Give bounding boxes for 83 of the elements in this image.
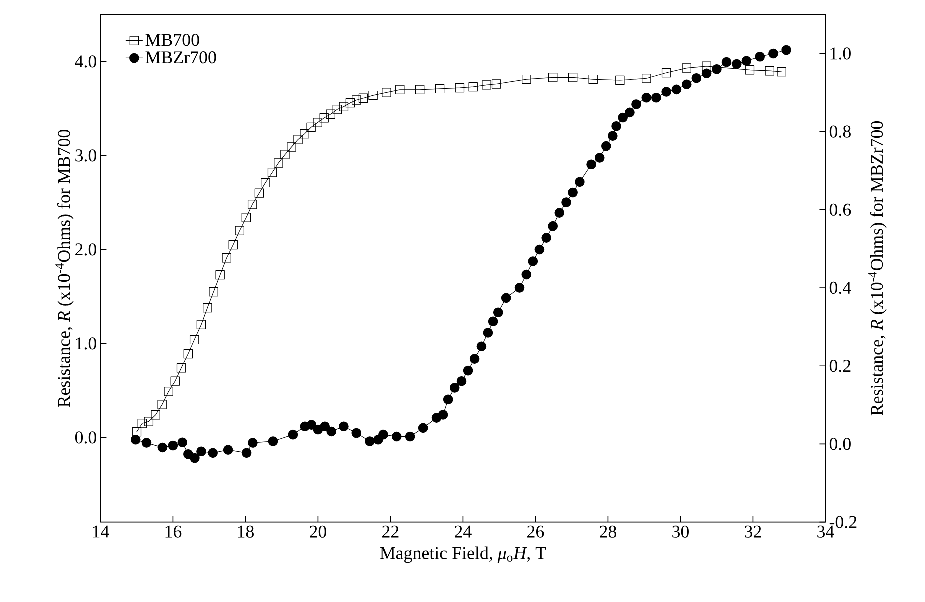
point <box>254 188 264 198</box>
point <box>326 110 336 119</box>
point <box>313 118 322 128</box>
legend-label: MBZr700 <box>146 52 216 64</box>
point <box>662 68 672 78</box>
point <box>382 88 392 98</box>
y-tick-label: 0.0 <box>75 432 96 444</box>
point <box>396 85 405 94</box>
point <box>522 74 532 84</box>
x-tick-label: 26 <box>528 526 544 538</box>
point <box>235 226 245 236</box>
point <box>190 335 200 345</box>
x-tick-label: 16 <box>166 526 182 538</box>
point <box>745 66 755 75</box>
y2-tick-label: 0.6 <box>830 204 852 216</box>
x-tick-label: 24 <box>455 526 472 538</box>
y2-tick-label: 0.8 <box>830 126 851 138</box>
point <box>170 376 180 386</box>
x-tick-label: 18 <box>238 526 254 538</box>
point <box>196 320 206 330</box>
point <box>482 80 492 90</box>
y-tick-label: 2.0 <box>76 244 96 256</box>
point <box>352 96 362 105</box>
point <box>320 114 329 123</box>
point <box>176 364 186 373</box>
y-tick-label: 3.0 <box>76 150 96 162</box>
point <box>287 142 296 152</box>
point <box>184 349 194 359</box>
point <box>300 129 310 139</box>
x-tick-label: 22 <box>382 526 399 538</box>
point <box>222 254 232 263</box>
x-tick-label: 30 <box>672 526 689 538</box>
point <box>151 410 160 420</box>
x-tick-label: 28 <box>600 526 616 538</box>
point <box>242 213 252 222</box>
point <box>274 158 284 168</box>
point <box>435 84 445 94</box>
point <box>588 74 598 84</box>
point <box>209 287 218 297</box>
y-tick-label: 1.0 <box>76 338 96 350</box>
point <box>132 427 142 437</box>
point <box>158 400 167 410</box>
x-tick-label: 14 <box>93 526 110 538</box>
point <box>268 168 278 178</box>
point <box>339 102 349 112</box>
y2-tick-label: 0.0 <box>830 438 851 450</box>
x-axis-title: Magnetic Field, μ$_{o}$H, T <box>380 546 546 564</box>
point <box>548 73 558 82</box>
point <box>492 80 502 89</box>
point <box>294 135 303 144</box>
point <box>358 94 368 103</box>
point <box>455 83 465 93</box>
y2-tick-label: 0.4 <box>830 282 852 294</box>
y2-tick-label: 0.2 <box>830 360 851 372</box>
point <box>306 122 316 132</box>
point <box>415 85 425 94</box>
point <box>138 419 147 428</box>
point <box>280 150 290 160</box>
point <box>203 303 212 313</box>
point <box>468 82 478 92</box>
y-tick-label: 4.0 <box>75 56 96 68</box>
point <box>216 270 225 280</box>
point <box>642 74 652 84</box>
point <box>777 67 786 77</box>
legend-label: MB700 <box>146 34 200 46</box>
point <box>765 66 774 76</box>
point <box>228 240 238 250</box>
point <box>368 90 378 100</box>
point <box>616 76 625 86</box>
point <box>144 417 154 426</box>
point <box>332 105 342 114</box>
point <box>261 178 270 188</box>
point <box>164 387 174 396</box>
y2-axis-title: Resistance, R (x10$^{-4}$Ohms) for MBZr700 <box>868 122 887 416</box>
y2-tick-label: 1.0 <box>830 48 851 60</box>
point <box>248 200 258 210</box>
x-tick-label: 32 <box>745 526 762 538</box>
y-axis-title: Resistance, R (x10$^{-4}$Ohms) for MB700 <box>56 130 74 408</box>
x-tick-label: 20 <box>310 526 326 538</box>
point <box>346 98 356 108</box>
point <box>682 64 692 73</box>
point <box>702 62 712 71</box>
point <box>568 73 578 82</box>
